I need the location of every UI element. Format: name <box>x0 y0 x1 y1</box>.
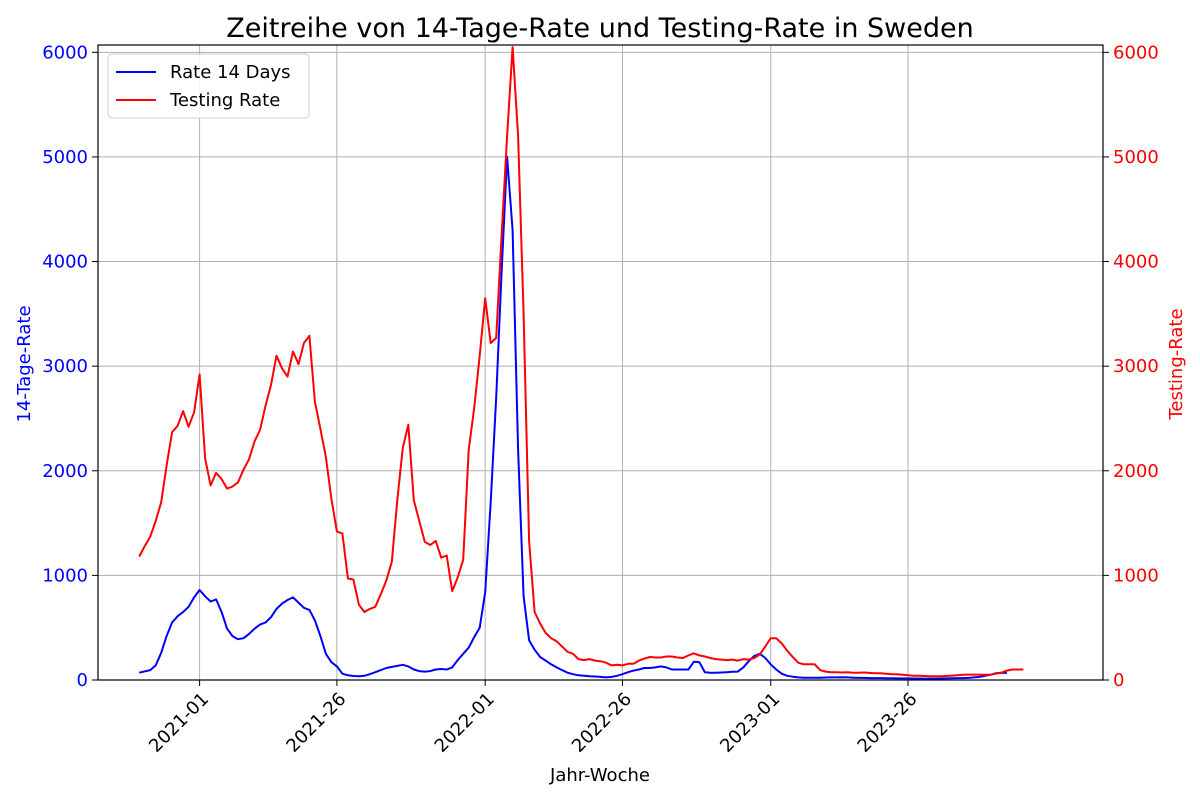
y-tick-label-right: 0 <box>1113 670 1124 691</box>
legend-label-testing-rate: Testing Rate <box>169 90 280 111</box>
chart-title: Zeitreihe von 14-Tage-Rate und Testing-R… <box>226 13 973 44</box>
series-line-testing-rate <box>138 46 1024 678</box>
x-tick-label: 2021-26 <box>282 689 350 757</box>
y-tick-label-left: 3000 <box>42 356 88 377</box>
x-tick-label: 2023-26 <box>854 689 922 757</box>
grid-layer <box>98 45 1103 681</box>
y-tick-label-left: 0 <box>77 670 88 691</box>
y-tick-label-right: 2000 <box>1113 461 1159 482</box>
x-tick-label: 2022-26 <box>568 689 636 757</box>
y-axis-left: 0 1000 2000 3000 4000 5000 6000 <box>42 42 98 691</box>
legend-box <box>107 53 310 119</box>
x-tick-label: 2023-01 <box>716 689 784 757</box>
y-tick-label-left: 2000 <box>42 461 88 482</box>
y-tick-label-left: 5000 <box>42 147 88 168</box>
x-tick-label: 2022-01 <box>431 689 499 757</box>
y-tick-label-right: 3000 <box>1113 356 1159 377</box>
y-tick-label-left: 4000 <box>42 252 88 273</box>
plot-frame <box>97 44 1104 681</box>
legend: Rate 14 Days Testing Rate <box>107 53 310 119</box>
x-axis: 2021-01 2021-26 2022-01 2022-26 2023-01 2023-… <box>145 680 922 757</box>
series-line-rate-14-days <box>138 155 1007 680</box>
y-tick-label-right: 1000 <box>1113 565 1159 586</box>
series-layer <box>138 46 1024 680</box>
y-axis-label-right: Testing-Rate <box>1166 308 1187 420</box>
y-tick-label-left: 1000 <box>42 565 88 586</box>
y-axis-right: 0 1000 2000 3000 4000 5000 6000 <box>1103 42 1159 691</box>
y-tick-label-right: 5000 <box>1113 147 1159 168</box>
x-axis-label: Jahr-Woche <box>549 765 650 786</box>
legend-label-rate-14-days: Rate 14 Days <box>170 62 291 83</box>
y-tick-label-right: 4000 <box>1113 252 1159 273</box>
y-axis-label-left: 14-Tage-Rate <box>14 305 35 422</box>
x-tick-label: 2021-01 <box>145 689 213 757</box>
y-tick-label-left: 6000 <box>42 42 88 63</box>
y-tick-label-right: 6000 <box>1113 42 1159 63</box>
